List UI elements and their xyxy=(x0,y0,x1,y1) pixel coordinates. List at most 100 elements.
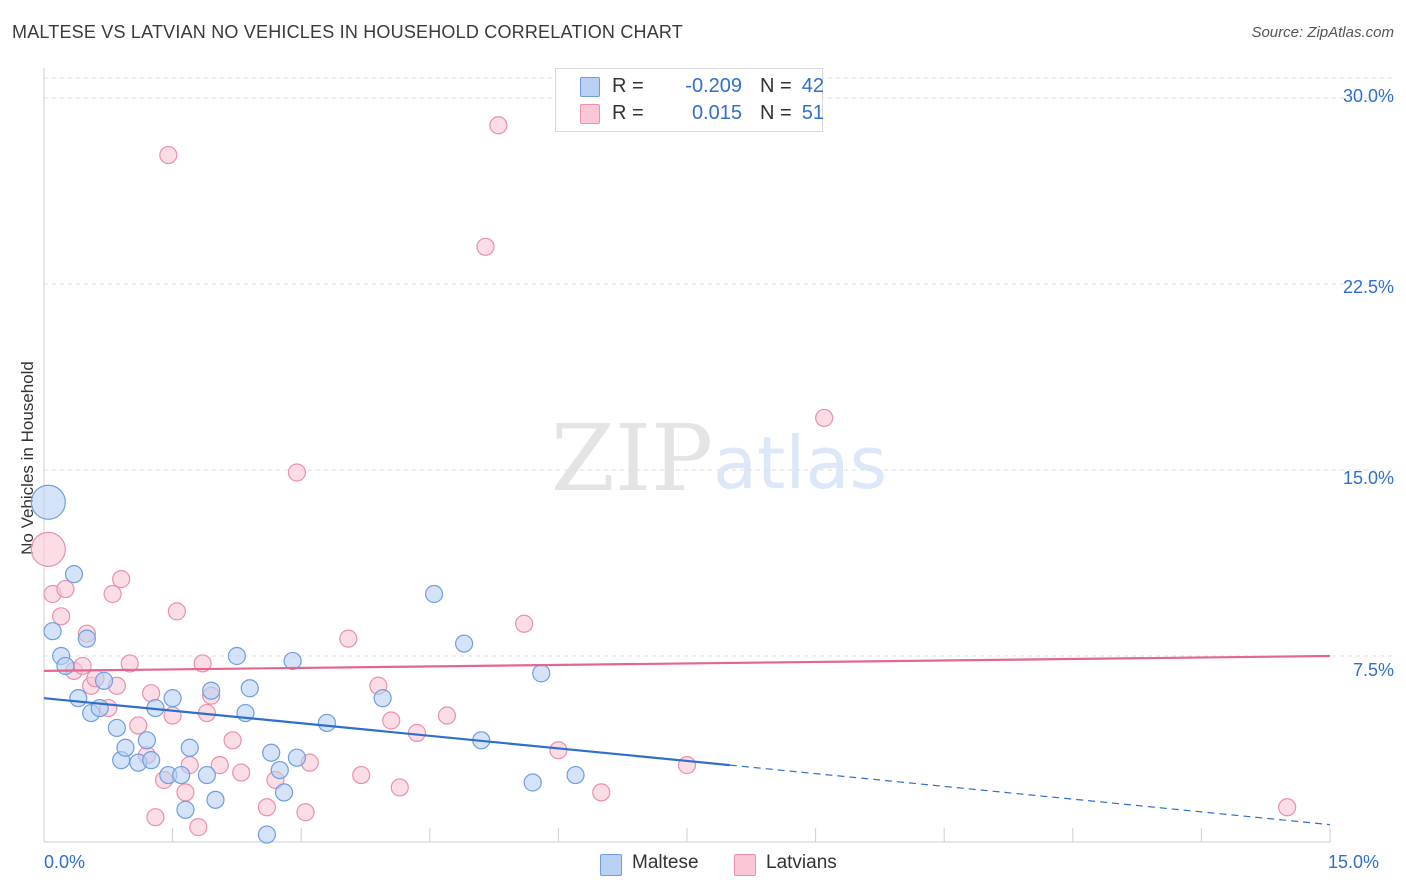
latvian-point xyxy=(103,584,122,604)
maltese-point xyxy=(197,765,216,785)
maltese-trend-line xyxy=(43,697,730,767)
latvian-point xyxy=(549,741,568,760)
maltese-point xyxy=(317,713,337,733)
maltese-point xyxy=(176,800,195,819)
latvian-point xyxy=(296,803,315,822)
maltese-point xyxy=(142,751,161,770)
latvian-point xyxy=(146,808,165,827)
maltese-points xyxy=(30,484,585,844)
latvian-point xyxy=(176,783,195,802)
maltese-point xyxy=(283,651,302,671)
x-tick-min: 0.0% xyxy=(44,852,86,872)
latvian-point xyxy=(677,756,697,775)
latvian-point xyxy=(287,463,307,482)
grid-lines xyxy=(44,77,1392,657)
maltese-point xyxy=(137,731,156,750)
source-label: Source: ZipAtlas.com xyxy=(1251,24,1394,41)
maltese-point xyxy=(523,773,542,792)
maltese-point xyxy=(64,565,84,584)
legend-n-value: 42 xyxy=(801,75,824,97)
y-tick-7-5: 7.5% xyxy=(1352,660,1394,680)
latvian-point xyxy=(257,798,277,817)
y-tick-15: 15.0% xyxy=(1342,468,1394,488)
maltese-point xyxy=(202,681,221,700)
latvian-point xyxy=(592,783,611,802)
maltese-point xyxy=(566,765,585,785)
latvian-point xyxy=(352,765,371,785)
latvian-point xyxy=(382,711,401,730)
latvian-point xyxy=(73,656,92,676)
chart-title: MALTESE VS LATVIAN NO VEHICLES IN HOUSEH… xyxy=(12,22,684,42)
maltese-point xyxy=(257,825,277,844)
latvian-point xyxy=(476,237,495,256)
latvian-point xyxy=(129,716,148,735)
maltese-point xyxy=(180,738,199,757)
maltese-point xyxy=(424,584,444,604)
legend-n-label: N = xyxy=(760,102,792,124)
maltese-point xyxy=(532,664,551,683)
maltese-point xyxy=(373,689,392,708)
maltese-point xyxy=(163,689,182,708)
maltese-point xyxy=(69,689,88,708)
maltese-point xyxy=(240,679,259,698)
latvian-point xyxy=(193,654,212,673)
latvians-swatch xyxy=(580,104,600,124)
maltese-point xyxy=(227,646,246,666)
legend-n-value: 51 xyxy=(801,102,824,124)
maltese-legend-label: Maltese xyxy=(632,852,699,873)
maltese-point xyxy=(206,790,225,809)
maltese-point xyxy=(116,738,135,757)
y-tick-30: 30.0% xyxy=(1342,86,1394,106)
latvians-legend-swatch xyxy=(734,854,756,876)
latvian-point xyxy=(407,723,427,742)
watermark-zip: ZIP xyxy=(551,405,713,512)
maltese-point xyxy=(454,634,474,653)
latvian-point xyxy=(390,778,409,797)
maltese-point xyxy=(56,656,75,676)
legend-r-label: R = xyxy=(612,102,644,124)
maltese-point xyxy=(30,484,66,520)
latvian-point xyxy=(815,408,834,428)
x-tick-max: 15.0% xyxy=(1328,852,1380,872)
axes xyxy=(43,68,1331,843)
latvian-point xyxy=(120,654,139,673)
maltese-point xyxy=(274,783,294,802)
maltese-swatch xyxy=(580,77,600,97)
legend-r-label: R = xyxy=(612,75,644,97)
trend-lines xyxy=(43,654,1331,826)
latvian-point xyxy=(30,531,66,567)
legend-r-value: 0.015 xyxy=(691,102,742,124)
latvian-point xyxy=(515,614,534,633)
maltese-point xyxy=(43,622,62,641)
latvian-point xyxy=(223,731,242,750)
maltese-point xyxy=(262,743,281,762)
maltese-point xyxy=(172,765,191,785)
latvian-point xyxy=(232,763,251,782)
latvian-point xyxy=(210,756,229,775)
latvian-point xyxy=(189,818,208,837)
latvian-trend-line xyxy=(43,654,1331,672)
maltese-point xyxy=(94,671,114,690)
correlation-legend: R = -0.209 N = 42 R = 0.015 N = 51 xyxy=(555,68,824,132)
latvian-point xyxy=(489,116,508,135)
watermark-atlas: atlas xyxy=(713,421,887,505)
maltese-point xyxy=(287,748,307,767)
latvian-point xyxy=(437,706,457,725)
latvian-point xyxy=(112,570,131,589)
legend-r-value: -0.209 xyxy=(685,75,742,97)
maltese-point xyxy=(107,718,126,738)
latvian-point xyxy=(56,579,75,599)
latvian-point xyxy=(159,145,178,165)
maltese-legend-swatch xyxy=(600,854,622,876)
maltese-point xyxy=(270,760,289,780)
latvian-point xyxy=(52,607,71,626)
latvian-point xyxy=(167,602,186,621)
latvian-point xyxy=(1278,798,1297,817)
maltese-trend-extension xyxy=(729,764,1331,826)
maltese-point xyxy=(77,629,96,648)
y-tick-22-5: 22.5% xyxy=(1342,277,1394,297)
latvian-point xyxy=(339,629,358,648)
legend-n-label: N = xyxy=(760,75,792,97)
latvians-legend-label: Latvians xyxy=(766,852,837,873)
